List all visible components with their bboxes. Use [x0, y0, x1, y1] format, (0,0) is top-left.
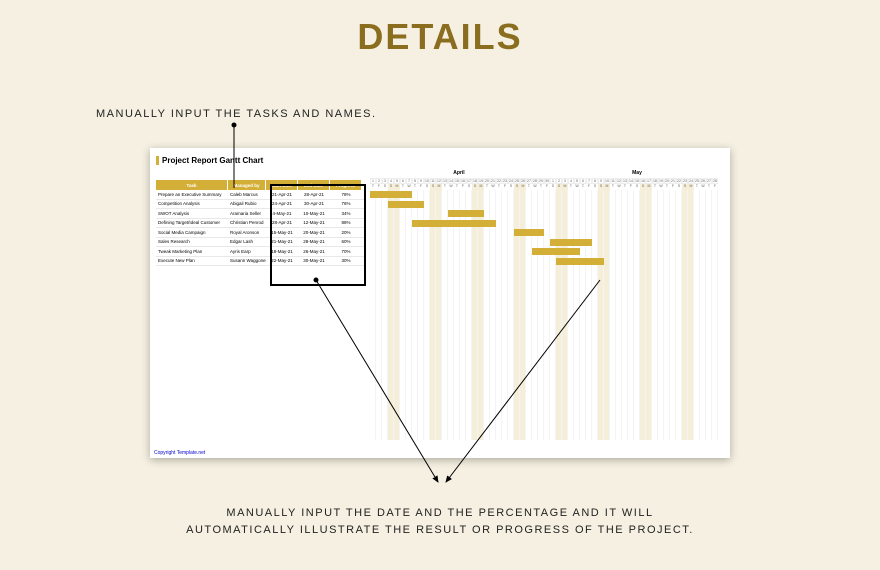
cell-end: 26-May-21 — [298, 247, 330, 256]
table-row: Defining Target/Ideal CustomerChristian … — [156, 219, 366, 229]
cell-progress: 34% — [330, 209, 362, 218]
annotation-bottom-line1: MANUALLY INPUT THE DATE AND THE PERCENTA… — [226, 507, 653, 519]
gantt-bar — [388, 201, 424, 208]
table-row: Tweak Marketing PlanAyris Earp18-May-212… — [156, 247, 366, 257]
cell-managed: Abigail Rubio — [228, 200, 266, 209]
copyright-text: Copyright Template.net — [154, 450, 205, 456]
cell-end: 20-May-21 — [298, 228, 330, 237]
table-header-row: Task Managed by Start Date End Date Prog… — [156, 180, 366, 190]
table-row: Social Media CampaignRoyal Aronson15-May… — [156, 228, 366, 238]
cell-progress: 70% — [330, 247, 362, 256]
cell-task: Defining Target/Ideal Customer — [156, 219, 228, 228]
month-header-may: May — [548, 170, 726, 178]
header-start: Start Date — [266, 180, 298, 190]
cell-task: Prepare an Executive Summary — [156, 190, 228, 199]
gantt-chart-container: Project Report Gantt Chart April May 123… — [150, 148, 730, 458]
table-data-rows: Prepare an Executive SummaryCaleb Marcus… — [156, 190, 366, 266]
chart-title: Project Report Gantt Chart — [156, 156, 263, 165]
gantt-bar — [412, 220, 496, 227]
cell-progress: 20% — [330, 228, 362, 237]
annotation-bottom-line2: AUTOMATICALLY ILLUSTRATE THE RESULT OR P… — [186, 524, 694, 536]
cell-managed: Ayris Earp — [228, 247, 266, 256]
month-header-april: April — [370, 170, 548, 178]
cell-task: Social Media Campaign — [156, 228, 228, 237]
cell-managed: Caleb Marcus — [228, 190, 266, 199]
gantt-grid — [370, 190, 726, 440]
cell-start: 28-Apr-21 — [266, 219, 298, 228]
annotation-bottom: MANUALLY INPUT THE DATE AND THE PERCENTA… — [0, 505, 880, 540]
table-row: Sales ResearchEdgar Lash21-May-2128-May-… — [156, 238, 366, 248]
table-row: Prepare an Executive SummaryCaleb Marcus… — [156, 190, 366, 200]
cell-end: 28-Apr-21 — [298, 190, 330, 199]
gantt-timeline-area: April May 123456789101112131415161718192… — [370, 170, 726, 270]
cell-end: 30-May-21 — [298, 257, 330, 266]
gantt-bar — [370, 191, 412, 198]
cell-task: SWOT Analysis — [156, 209, 228, 218]
cell-start: 15-May-21 — [266, 228, 298, 237]
cell-progress: 76% — [330, 200, 362, 209]
table-row: Execute New PlanSusann Waggoner22-May-21… — [156, 257, 366, 267]
cell-progress: 30% — [330, 257, 362, 266]
cell-task: Sales Research — [156, 238, 228, 247]
gantt-bar — [448, 210, 484, 217]
cell-task: Competition Analysis — [156, 200, 228, 209]
cell-end: 12-May-21 — [298, 219, 330, 228]
gantt-bar — [514, 229, 544, 236]
gantt-bar — [532, 248, 580, 255]
cell-start: 4-May-21 — [266, 209, 298, 218]
cell-task: Tweak Marketing Plan — [156, 247, 228, 256]
cell-end: 10-May-21 — [298, 209, 330, 218]
table-row: SWOT AnalysisAramaria Seller4-May-2110-M… — [156, 209, 366, 219]
cell-end: 30-Apr-21 — [298, 200, 330, 209]
header-task: Task — [156, 180, 228, 190]
cell-progress: 78% — [330, 190, 362, 199]
page-title: DETAILS — [0, 0, 880, 58]
cell-managed: Aramaria Seller — [228, 209, 266, 218]
header-end: End Date — [298, 180, 330, 190]
cell-managed: Edgar Lash — [228, 238, 266, 247]
cell-managed: Susann Waggoner — [228, 257, 266, 266]
task-table: Task Managed by Start Date End Date Prog… — [156, 180, 366, 266]
cell-start: 21-Apr-21 — [266, 190, 298, 199]
gantt-bar — [556, 258, 604, 265]
cell-progress: 60% — [330, 238, 362, 247]
cell-start: 22-May-21 — [266, 257, 298, 266]
cell-managed: Christian Penrod — [228, 219, 266, 228]
cell-start: 24-Apr-21 — [266, 200, 298, 209]
cell-task: Execute New Plan — [156, 257, 228, 266]
header-managed: Managed by — [228, 180, 266, 190]
gantt-bar — [550, 239, 592, 246]
cell-start: 21-May-21 — [266, 238, 298, 247]
cell-start: 18-May-21 — [266, 247, 298, 256]
cell-managed: Royal Aronson — [228, 228, 266, 237]
cell-end: 28-May-21 — [298, 238, 330, 247]
cell-progress: 88% — [330, 219, 362, 228]
annotation-top: MANUALLY INPUT THE TASKS AND NAMES. — [96, 108, 377, 120]
header-progress: Progress — [330, 180, 362, 190]
table-row: Competition AnalysisAbigail Rubio24-Apr-… — [156, 200, 366, 210]
